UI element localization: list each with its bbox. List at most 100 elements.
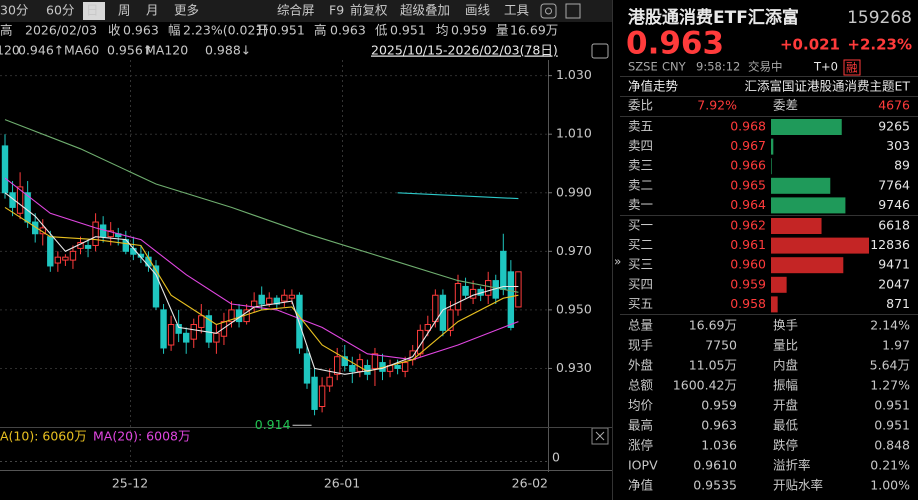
stat-label: 现手	[628, 338, 653, 353]
tool-button[interactable]: 工具	[504, 3, 530, 18]
candle-body	[303, 353, 311, 384]
last-price: 0.963	[626, 26, 724, 62]
candle-body	[205, 315, 213, 343]
stat-value: 0.848	[874, 438, 910, 453]
ma-label: MA120	[145, 43, 188, 58]
candle-body	[318, 385, 326, 408]
candle-body	[47, 236, 54, 267]
range-label[interactable]: 2025/10/15-2026/02/03(78日)	[371, 43, 558, 58]
candle-body	[447, 309, 454, 331]
security-name: 港股通消费ETF汇添富	[628, 7, 799, 28]
stat-label: 外盘	[628, 358, 653, 373]
settings-icon-hub	[545, 7, 552, 15]
quote-time: 9:58:12	[696, 60, 740, 74]
stat-value: 0.951	[874, 418, 910, 433]
y-tick-label: 0.950	[556, 301, 592, 316]
stat-value: 1.00%	[870, 478, 910, 493]
candle-body	[462, 285, 469, 296]
collapse-arrow[interactable]: »	[614, 255, 621, 269]
tool-button[interactable]: F9	[329, 3, 344, 18]
stat-value: 1.27%	[870, 378, 910, 393]
book-bar	[771, 276, 787, 293]
stat-value: 0.9610	[693, 458, 737, 473]
date-label: 26-02	[512, 476, 548, 491]
stat-label: 最高	[628, 418, 653, 433]
active-period-bg	[83, 2, 105, 20]
ma-value: 0.956↑	[107, 43, 153, 58]
book-price: 0.959	[730, 276, 766, 291]
window-icon[interactable]	[565, 3, 581, 19]
candle-body	[69, 250, 77, 261]
tool-button[interactable]: 前复权	[350, 3, 388, 18]
period-tab[interactable]: 日	[86, 3, 99, 18]
period-tab[interactable]: 周	[118, 3, 131, 18]
t0-tag: T+0	[813, 60, 838, 74]
candle-body	[296, 294, 303, 349]
settings-icon[interactable]	[540, 3, 557, 19]
tool-button[interactable]: 综合屏	[277, 3, 315, 18]
close-volume-x[interactable]	[595, 431, 605, 441]
stat-value: 16.69万	[689, 318, 737, 333]
book-price: 0.965	[730, 177, 766, 192]
book-label: 卖三	[628, 158, 653, 173]
stat-label: 最低	[773, 418, 799, 433]
quote-value: 16.69万	[510, 23, 558, 38]
book-price: 0.958	[730, 296, 766, 311]
currency: CNY	[662, 60, 687, 74]
candle-body	[371, 353, 379, 369]
book-bar	[771, 237, 869, 254]
book-price: 0.960	[730, 257, 766, 272]
book-label: 买三	[628, 257, 653, 272]
candle-body	[341, 356, 348, 367]
candle-body	[266, 297, 273, 305]
book-label: 买四	[628, 276, 653, 291]
wp-icon[interactable]	[591, 43, 609, 59]
book-label: 卖一	[628, 197, 653, 212]
y-tick-label: 0.930	[556, 360, 592, 375]
stat-value: 0.951	[874, 398, 910, 413]
stat-label: 量比	[773, 338, 798, 353]
ma-line	[397, 192, 519, 200]
quote-prefix: 高	[0, 23, 13, 38]
date-label: 26-01	[324, 476, 360, 491]
candle-body	[84, 244, 92, 249]
candle-body	[507, 271, 515, 328]
candle-body	[54, 256, 62, 264]
candle-body	[190, 324, 197, 340]
candle-body	[469, 288, 477, 299]
book-volume: 2047	[878, 276, 910, 291]
period-tab[interactable]: 60分	[46, 3, 74, 18]
book-volume: 871	[886, 296, 910, 311]
order-diff-label: 委差	[773, 98, 798, 113]
candle-body	[198, 315, 205, 328]
book-price: 0.966	[730, 158, 766, 173]
book-bar	[771, 138, 774, 155]
period-tab[interactable]: 月	[146, 3, 159, 18]
stat-value: 1.036	[701, 438, 737, 453]
quote-value: 0.963	[330, 23, 366, 38]
stat-value: 1600.42万	[673, 378, 737, 393]
volume-axis-label: 0	[552, 450, 560, 465]
book-price: 0.962	[730, 218, 766, 233]
candle-body	[454, 283, 462, 311]
tool-button[interactable]: 画线	[465, 3, 491, 18]
stat-label: 均价	[628, 398, 654, 413]
ma-value: 0.988↓	[205, 43, 251, 58]
stat-label: 振幅	[773, 378, 798, 393]
candle-body	[311, 376, 318, 410]
stat-value: 1.97	[882, 338, 910, 353]
nav-tab[interactable]: 净值走势	[628, 79, 679, 94]
period-tab[interactable]: 更多	[174, 3, 199, 18]
candle-body	[258, 294, 265, 305]
period-tab[interactable]: 30分	[0, 3, 28, 18]
margin-tag: 融	[846, 61, 858, 75]
ma-line	[4, 192, 519, 375]
book-bar	[771, 119, 842, 135]
stat-value: 2.14%	[870, 318, 910, 333]
tool-button[interactable]: 超级叠加	[400, 3, 450, 18]
date-label: 25-12	[112, 476, 148, 491]
ma-line	[4, 206, 519, 372]
stat-label: 净值	[628, 478, 653, 493]
book-price: 0.964	[730, 197, 766, 212]
